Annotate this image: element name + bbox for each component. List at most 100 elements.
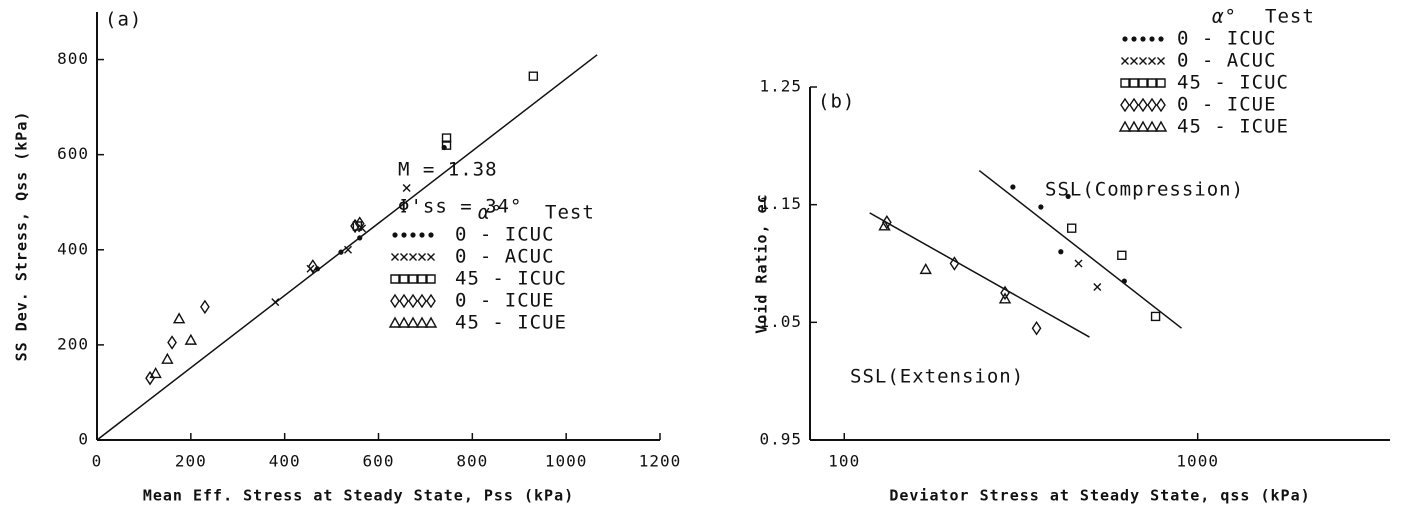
legend-symbol [1127, 120, 1141, 132]
legend-symbol [1147, 78, 1157, 88]
legend-symbol [408, 293, 418, 309]
data-point [528, 71, 539, 81]
legend-symbol [401, 232, 407, 238]
legend-symbol [408, 274, 418, 284]
data-point [354, 216, 365, 231]
legend-symbol [1156, 97, 1166, 113]
data-point [167, 335, 177, 350]
y-tick-label: 1.15 [759, 194, 802, 213]
x-tick-label: 200 [175, 452, 207, 471]
x-tick-label: 1200 [639, 452, 682, 471]
x-tick-label: 100 [828, 452, 860, 471]
legend-symbol [1156, 78, 1166, 88]
y-tick-label: 1.25 [759, 77, 802, 96]
legend-symbol [424, 316, 438, 328]
legend-symbol [1140, 36, 1146, 42]
y-tick-label: 1.05 [759, 312, 802, 331]
legend-header: α° [1212, 6, 1237, 28]
legend-symbol [1118, 120, 1132, 132]
data-point [307, 259, 318, 274]
legend-symbol [399, 274, 409, 284]
legend-symbol [1136, 120, 1150, 132]
data-point [271, 298, 280, 307]
data-point [161, 352, 174, 364]
legend-symbol [392, 232, 398, 238]
x-tick-label: 1000 [545, 452, 588, 471]
legend-label: 45 - ICUC [455, 268, 567, 290]
legend-symbol [399, 293, 409, 309]
data-point [949, 256, 960, 271]
data-point [998, 292, 1012, 304]
legend-label: 0 - ACUC [1177, 50, 1277, 72]
data-point [1121, 278, 1127, 284]
legend-symbol [1138, 97, 1148, 113]
legend-symbol [415, 316, 429, 328]
legend-symbol [410, 232, 416, 238]
fit-line [96, 54, 598, 441]
legend-label: 45 - ICUE [1177, 116, 1289, 138]
legend-symbol [388, 316, 402, 328]
legend-label: 0 - ICUC [455, 224, 555, 246]
legend-symbol [1148, 57, 1156, 65]
data-point [919, 262, 932, 275]
legend-symbol [426, 274, 436, 284]
legend-symbol [417, 274, 427, 284]
legend-symbol [1120, 78, 1130, 88]
legend-symbol [1145, 120, 1159, 132]
data-point [352, 221, 363, 231]
data-point [1065, 193, 1071, 200]
legend-label: 0 - ICUE [1177, 94, 1277, 116]
legend-symbol [1120, 97, 1130, 113]
data-point [1150, 311, 1161, 322]
data-point [350, 218, 360, 234]
legend-symbol [419, 232, 425, 238]
data-point [1093, 283, 1102, 292]
legend-symbol [1158, 36, 1164, 42]
x-tick-label: 0 [92, 452, 103, 471]
y-axis-label: SS Dev. Stress, Qss (kPa) [13, 111, 31, 362]
data-point [1066, 223, 1077, 233]
data-point [184, 333, 198, 345]
line-label: SSL(Extension) [850, 366, 1024, 388]
fit-line [978, 169, 1182, 329]
y-tick-label: 600 [57, 144, 89, 163]
legend-symbol [1154, 120, 1168, 132]
legend-label: 0 - ICUE [455, 290, 555, 312]
y-tick-label: 0 [78, 430, 89, 449]
legend-symbol [1138, 78, 1148, 88]
data-point [1074, 259, 1083, 268]
legend-header: Test [545, 202, 595, 224]
x-tick-label: 1000 [1176, 452, 1219, 471]
data-point [357, 235, 363, 241]
legend-symbol [397, 316, 411, 328]
x-tick-label: 600 [363, 452, 395, 471]
panel-label: (b) [818, 91, 855, 113]
line-label: SSL(Compression) [1045, 179, 1244, 201]
legend-symbol [400, 253, 408, 261]
annotation: Φ'ss = 34° [398, 196, 522, 218]
legend-symbol [1122, 36, 1128, 42]
data-point [344, 245, 352, 254]
y-tick-label: 200 [57, 334, 89, 353]
data-point [1038, 204, 1044, 210]
y-tick-label: 0.95 [759, 430, 802, 449]
legend-header: α° [478, 202, 503, 224]
fit-line [869, 212, 1090, 338]
data-point [1000, 285, 1010, 301]
data-point [402, 183, 411, 192]
legend-symbol [1129, 97, 1139, 113]
legend-symbol [1147, 97, 1157, 113]
legend-header: Test [1265, 6, 1315, 28]
legend-symbol [1139, 57, 1147, 65]
legend-symbol [1131, 36, 1137, 42]
data-point [1031, 320, 1042, 336]
panel-label: (a) [105, 9, 142, 31]
legend-symbol [418, 253, 426, 261]
data-point [200, 299, 210, 315]
y-tick-label: 400 [57, 239, 89, 258]
legend-symbol [1121, 57, 1129, 65]
legend-label: 45 - ICUE [455, 312, 567, 334]
data-point [338, 249, 344, 255]
y-tick-label: 800 [57, 49, 89, 68]
legend-symbol [417, 293, 427, 309]
